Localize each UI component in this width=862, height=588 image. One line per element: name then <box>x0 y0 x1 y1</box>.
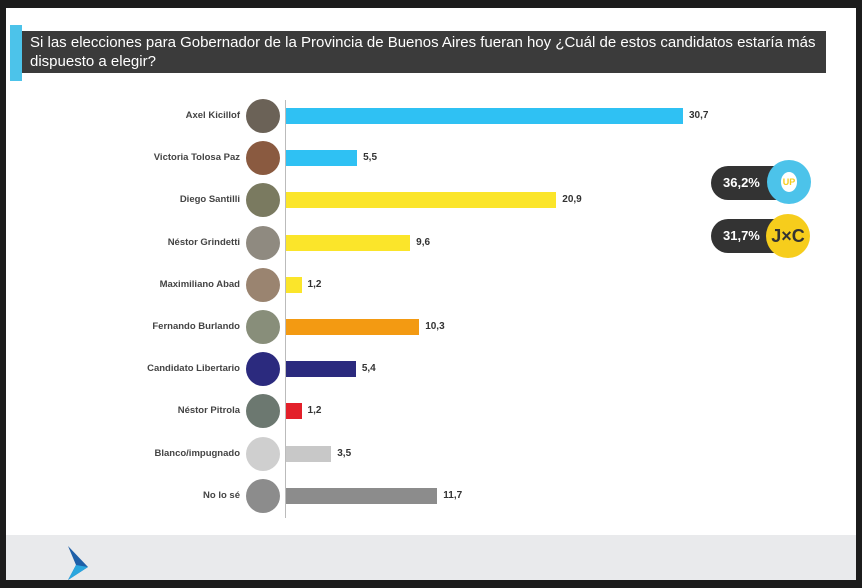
bar <box>286 319 420 335</box>
slide <box>6 8 856 580</box>
category-label: Diego Santilli <box>179 194 240 205</box>
bar <box>286 446 332 462</box>
data-label: 5,5 <box>363 152 378 163</box>
data-label: 10,3 <box>425 321 445 332</box>
category-label: Fernando Burlando <box>152 321 240 332</box>
y-axis-line <box>285 100 286 518</box>
bar <box>286 235 411 251</box>
candidate-avatar <box>246 183 280 217</box>
category-label: Candidato Libertario <box>147 363 240 374</box>
footer <box>6 535 856 580</box>
category-label: Axel Kicillof <box>185 110 240 121</box>
category-label: No lo sé <box>203 490 240 501</box>
category-label: Victoria Tolosa Paz <box>153 152 240 163</box>
bar <box>286 488 438 504</box>
jxc-logo-icon: J×C <box>766 214 810 258</box>
data-label: 30,7 <box>689 110 709 121</box>
data-label: 1,2 <box>307 405 322 416</box>
candidate-avatar <box>246 352 280 386</box>
data-label: 5,4 <box>361 363 376 374</box>
category-label: Néstor Pitrola <box>177 405 240 416</box>
badge-jxc-value: 31,7% <box>723 228 760 243</box>
bar <box>286 192 557 208</box>
data-label: 20,9 <box>562 194 582 205</box>
candidate-avatar <box>246 394 280 428</box>
data-label: 9,6 <box>416 237 431 248</box>
bar <box>286 361 356 377</box>
bar <box>286 108 683 124</box>
category-label: Maximiliano Abad <box>159 279 240 290</box>
category-label: Blanco/impugnado <box>154 448 241 459</box>
data-label: 1,2 <box>307 279 322 290</box>
data-label: 11,7 <box>443 490 463 501</box>
badge-up-value: 36,2% <box>723 175 760 190</box>
category-label: Néstor Grindetti <box>167 237 240 248</box>
chart-title: Si las elecciones para Gobernador de la … <box>22 31 826 73</box>
candidate-avatar <box>246 479 280 513</box>
candidate-avatar <box>246 141 280 175</box>
candidate-avatar <box>246 310 280 344</box>
bar <box>286 277 302 293</box>
candidate-avatar <box>246 268 280 302</box>
bar <box>286 150 358 166</box>
candidate-avatar <box>246 99 280 133</box>
up-logo-icon: UP <box>767 160 811 204</box>
candidate-avatar <box>246 226 280 260</box>
data-label: 3,5 <box>337 448 352 459</box>
title-accent <box>10 25 22 81</box>
candidate-avatar <box>246 437 280 471</box>
bar <box>286 403 302 419</box>
brand-logo-icon <box>68 546 88 580</box>
